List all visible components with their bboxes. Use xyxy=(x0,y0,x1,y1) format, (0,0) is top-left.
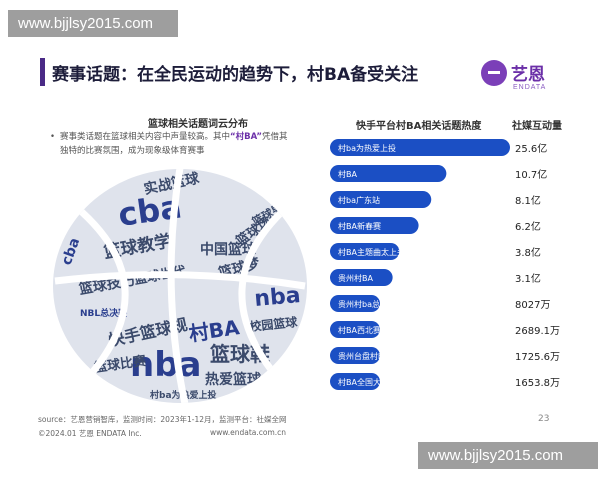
bar-3 xyxy=(330,217,419,234)
bar-category-label: 村BA新春赛 xyxy=(338,221,381,231)
bar-6 xyxy=(330,295,380,312)
wordcloud-word: nba xyxy=(130,345,202,385)
wordcloud-word: 热爱篮球 xyxy=(205,371,262,388)
note-highlight: “村BA” xyxy=(230,132,262,142)
bar-value-label: 1653.8万 xyxy=(515,378,560,389)
note-bullet: • xyxy=(50,132,56,142)
wordcloud-title: 篮球相关话题词云分布 xyxy=(148,119,248,130)
chart-value-header: 社媒互动量 xyxy=(512,121,562,132)
wordcloud-note: • 赛事类话题在篮球相关内容中声量较高。其中“村BA”凭借其 独特的比赛氛围，成为… xyxy=(50,130,318,158)
bar-value-label: 8027万 xyxy=(515,300,550,311)
bar-value-label: 1725.6万 xyxy=(515,352,560,363)
endata-logo: 艺恩 ENDATA xyxy=(475,58,545,98)
note-text-3: 独特的比赛氛围，成为现象级体育赛事 xyxy=(60,146,205,156)
footer-url: www.endata.com.cn xyxy=(210,428,287,437)
bar-value-label: 3.8亿 xyxy=(515,246,541,259)
bar-category-label: 贵州村BA xyxy=(338,273,373,283)
watermark-top: www.bjjlsy2015.com xyxy=(8,10,178,37)
bar-0 xyxy=(330,139,510,156)
watermark-bottom: www.bjjlsy2015.com xyxy=(418,442,598,469)
bar-value-label: 6.2亿 xyxy=(515,220,541,233)
bar-category-label: 村ba为热爱上投 xyxy=(338,143,396,153)
bar-1 xyxy=(330,165,447,182)
note-text-2: 凭借其 xyxy=(261,132,288,142)
ball-seams xyxy=(54,169,306,403)
bar-value-label: 10.7亿 xyxy=(515,168,547,181)
wordcloud-word: 中国篮球 xyxy=(200,241,257,258)
bar-value-label: 25.6亿 xyxy=(515,142,547,155)
logo-mark-icon xyxy=(481,60,507,86)
chart-title: 快手平台村BA相关话题热度 xyxy=(356,121,482,132)
wordcloud-word: nba xyxy=(253,283,301,312)
page-number: 23 xyxy=(538,414,550,424)
bar-category-label: 村BA主题曲太上头了 xyxy=(338,247,413,257)
bar-8 xyxy=(330,347,380,364)
page-title: 赛事话题：在全民运动的趋势下，村BA备受关注 xyxy=(52,65,419,85)
wordcloud-word: 校园篮球 xyxy=(249,314,299,334)
note-text-1: 赛事类话题在篮球相关内容中声量较高。其中 xyxy=(60,132,231,142)
bar-category-label: 贵州台盘村ba xyxy=(338,351,388,361)
bar-value-label: 3.1亿 xyxy=(515,272,541,285)
bar-7 xyxy=(330,321,380,338)
logo-text-cn: 艺恩 xyxy=(511,65,545,85)
bar-category-label: 贵州村ba总决赛 xyxy=(338,299,396,309)
bar-category-label: 村BA全国大赛 xyxy=(338,377,389,387)
bar-value-label: 2689.1万 xyxy=(515,326,560,337)
bar-category-label: 村BA xyxy=(338,169,357,179)
bar-9 xyxy=(330,373,380,390)
bar-2 xyxy=(330,191,432,208)
bar-4 xyxy=(330,243,400,260)
logo-text-en: ENDATA xyxy=(513,84,547,91)
title-accent-bar xyxy=(40,58,45,86)
footer-source: source：艺恩营销智库，监测时间：2023年1-12月，监测平台：社媒全网 xyxy=(38,415,287,424)
bar-value-label: 8.1亿 xyxy=(515,194,541,207)
ball-body xyxy=(53,169,307,403)
bar-5 xyxy=(330,269,393,286)
wordcloud-word: NBL总决赛 xyxy=(80,307,128,319)
bar-category-label: 村ba广东站 xyxy=(338,195,380,205)
footer-copyright: ©2024.01 艺恩 ENDATA Inc. xyxy=(38,429,142,438)
bar-category-label: 村BA西北赛区 xyxy=(338,325,389,335)
